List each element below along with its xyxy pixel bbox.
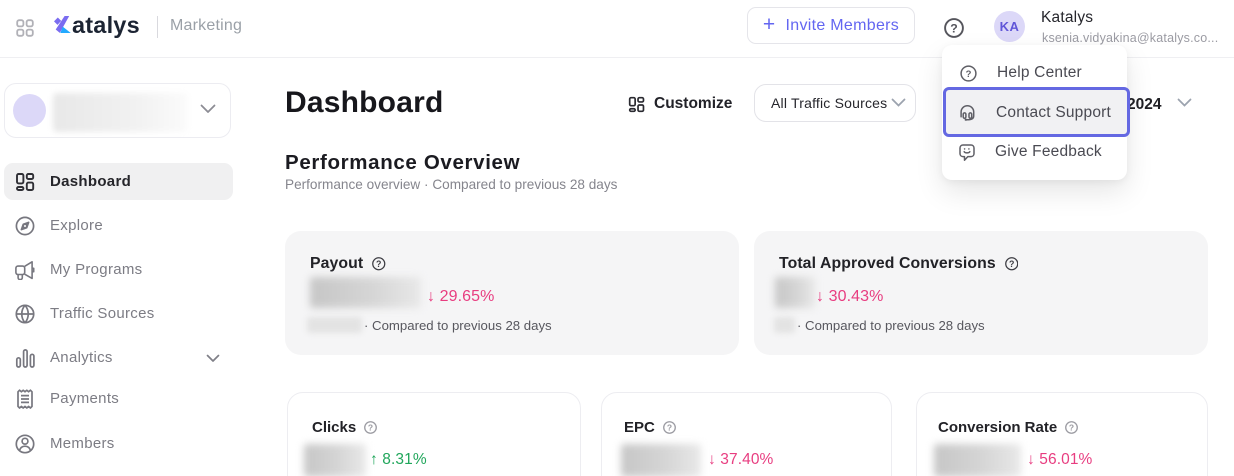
svg-text:?: ? — [368, 423, 373, 433]
svg-text:?: ? — [1009, 259, 1015, 269]
svg-text:?: ? — [376, 259, 382, 269]
svg-text:?: ? — [950, 21, 958, 35]
svg-text:?: ? — [1069, 423, 1074, 433]
svg-text:?: ? — [966, 69, 972, 80]
svg-text:?: ? — [667, 423, 672, 433]
